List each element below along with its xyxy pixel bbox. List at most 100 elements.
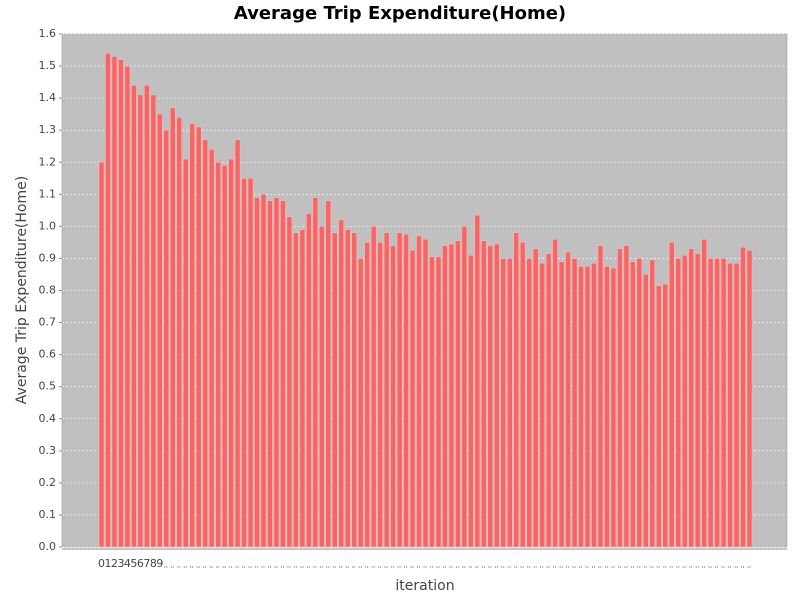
x-tick-label: 6	[137, 557, 144, 570]
bar	[481, 240, 487, 548]
bar	[221, 165, 228, 548]
bar	[396, 232, 403, 548]
bar	[144, 85, 150, 548]
chart-title: Average Trip Expenditure(Home)	[234, 3, 566, 24]
bar	[513, 232, 519, 548]
bar	[487, 245, 494, 548]
x-tick-label: 5	[130, 557, 137, 570]
bar	[228, 158, 234, 548]
bar	[390, 245, 396, 548]
bar	[202, 139, 208, 548]
bar	[137, 94, 144, 548]
bar	[461, 226, 468, 548]
bar	[286, 216, 293, 548]
bar	[623, 245, 630, 548]
bar	[740, 246, 746, 548]
bar	[604, 266, 610, 548]
bar	[254, 197, 260, 548]
bar	[267, 200, 273, 548]
bar	[170, 107, 176, 548]
bar	[643, 274, 649, 548]
bar	[215, 162, 221, 548]
bar	[720, 258, 727, 548]
x-tick-label: 7	[143, 557, 150, 570]
bar	[468, 254, 474, 548]
x-tick-label: 1	[104, 557, 111, 570]
bar	[357, 258, 364, 548]
bar	[247, 178, 254, 548]
bar	[234, 139, 241, 548]
bar	[578, 266, 584, 548]
bar	[733, 262, 740, 548]
x-tick-label: 3	[117, 557, 124, 570]
y-tick-label: 1.5	[39, 59, 57, 72]
bar	[299, 229, 306, 548]
bar	[319, 226, 325, 548]
y-tick-label: 0.8	[39, 284, 57, 297]
bar	[532, 248, 539, 548]
x-tick-label: 8	[150, 557, 157, 570]
bar	[571, 258, 578, 548]
bar	[195, 126, 202, 548]
bar	[293, 232, 299, 548]
bar	[416, 235, 422, 548]
bar	[610, 267, 617, 548]
bar	[157, 113, 163, 548]
bar	[325, 200, 332, 548]
bar	[344, 229, 351, 548]
bar	[150, 94, 157, 548]
bar	[351, 232, 357, 548]
bar	[584, 266, 591, 548]
bar	[591, 262, 597, 548]
y-tick-label: 1.1	[39, 187, 57, 200]
y-tick-label: 1.6	[39, 27, 57, 40]
bar	[662, 283, 669, 548]
bar	[409, 250, 416, 548]
bar	[306, 213, 312, 548]
bar	[105, 52, 111, 548]
bar	[338, 219, 345, 548]
bar	[182, 158, 189, 548]
y-tick-label: 1.2	[39, 155, 57, 168]
bar	[630, 261, 636, 548]
bar	[506, 258, 513, 548]
bar	[539, 262, 545, 548]
bar	[701, 238, 707, 548]
bar	[435, 256, 442, 548]
bar	[189, 123, 195, 548]
bar	[131, 85, 137, 548]
bar	[370, 226, 377, 548]
x-tick-label: 0	[98, 557, 105, 570]
y-tick-label: 0.4	[39, 412, 57, 425]
bar	[727, 262, 733, 548]
y-tick-label: 1.4	[39, 91, 57, 104]
x-tick-label: 9	[156, 557, 163, 570]
bar	[260, 194, 267, 548]
bar	[681, 254, 688, 548]
bar	[656, 285, 662, 548]
bar	[474, 214, 481, 548]
bar	[118, 59, 124, 548]
bar	[163, 129, 170, 548]
bar	[636, 258, 643, 548]
x-axis-label: iteration	[395, 578, 454, 594]
bar	[668, 242, 675, 548]
y-tick-label: 0.6	[39, 348, 57, 361]
bar	[208, 149, 215, 548]
y-tick-label: 0.7	[39, 316, 57, 329]
bar	[649, 259, 656, 548]
bar	[597, 245, 604, 548]
y-tick-label: 0.1	[39, 508, 57, 521]
y-tick-label: 0.5	[39, 380, 57, 393]
bar	[714, 258, 720, 548]
bar	[280, 200, 286, 548]
bar	[332, 232, 338, 548]
bar	[403, 234, 409, 548]
bar	[364, 242, 370, 548]
bar	[377, 242, 383, 548]
bar	[675, 258, 681, 548]
bar	[746, 250, 753, 548]
bar	[526, 258, 532, 548]
y-axis-label: Average Trip Expenditure(Home)	[14, 176, 30, 404]
